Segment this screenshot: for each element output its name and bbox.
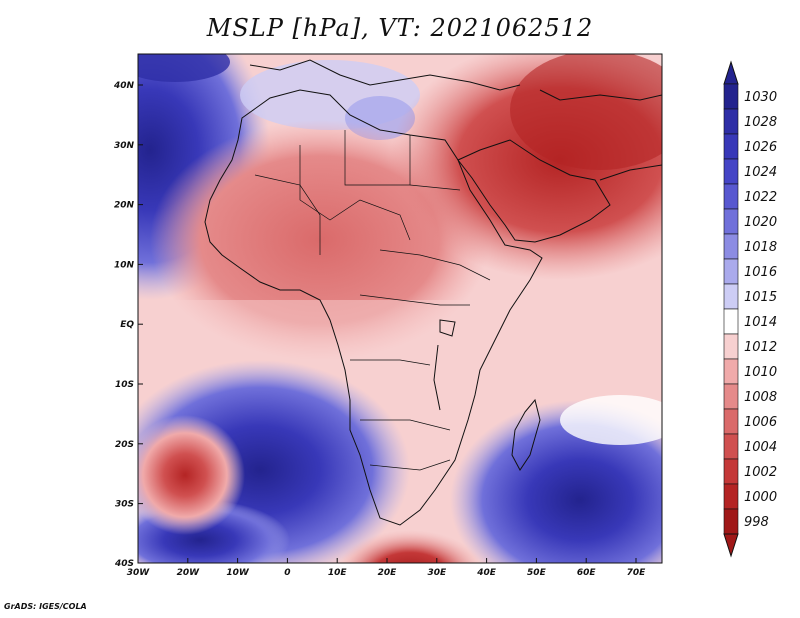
colorbar-label: 1012 xyxy=(744,340,777,355)
colorbar-label: 1010 xyxy=(744,365,777,380)
colorbar-swatch xyxy=(723,458,739,485)
lat-tick-label: EQ xyxy=(120,320,134,330)
lat-tick-label: 30S xyxy=(115,500,134,510)
lon-tick-label: 0 xyxy=(284,568,290,578)
lon-tick-label: 20E xyxy=(378,568,398,578)
colorbar-swatch xyxy=(723,133,739,160)
colorbar-swatch xyxy=(723,333,739,360)
map-axes: 30W 20W 10W 0 10E 20E 30E 40E 50E 60E 70E 40N 30N 20N… xyxy=(113,81,646,578)
colorbar-label: 1030 xyxy=(744,90,777,105)
cutoff-low xyxy=(138,415,245,535)
colorbar: 1030 1028 1026 1024 1022 1020 1018 1016 1015 1014… xyxy=(723,60,777,558)
lon-tick-label: 10W xyxy=(226,568,250,578)
lon-tick-label: 70E xyxy=(627,568,647,578)
colorbar-label: 1006 xyxy=(744,415,777,430)
colorbar-label: 1014 xyxy=(744,315,777,330)
colorbar-label: 1002 xyxy=(744,465,777,480)
lat-tick-label: 40N xyxy=(113,81,135,91)
lon-tick-label: 30W xyxy=(127,568,151,578)
grads-credit: GrADS: IGES/COLA xyxy=(4,602,87,611)
colorbar-label: 1028 xyxy=(744,115,777,130)
lat-tick-label: 40S xyxy=(114,559,134,569)
lat-tick-label: 10S xyxy=(115,380,134,390)
colorbar-swatch xyxy=(723,383,739,410)
colorbar-label: 1022 xyxy=(744,190,777,205)
lon-tick-label: 10E xyxy=(328,568,348,578)
colorbar-top-arrow xyxy=(723,60,739,85)
colorbar-swatch xyxy=(723,233,739,260)
colorbar-label: 998 xyxy=(744,515,769,530)
colorbar-label: 1024 xyxy=(744,165,777,180)
colorbar-swatch xyxy=(723,358,739,385)
colorbar-swatch xyxy=(723,208,739,235)
colorbar-label: 1018 xyxy=(744,240,777,255)
colorbar-swatch xyxy=(723,158,739,185)
colorbar-swatch xyxy=(723,183,739,210)
lat-tick-label: 20S xyxy=(115,440,134,450)
colorbar-label: 1008 xyxy=(744,390,777,405)
colorbar-swatch xyxy=(723,258,739,285)
colorbar-swatch xyxy=(723,408,739,435)
colorbar-swatch xyxy=(723,108,739,135)
map-title: MSLP [hPa], VT: 2021062512 xyxy=(206,14,594,42)
lon-tick-label: 60E xyxy=(577,568,597,578)
colorbar-label: 1026 xyxy=(744,140,777,155)
colorbar-bottom-arrow xyxy=(723,533,739,558)
colorbar-swatch xyxy=(723,508,739,535)
colorbar-swatch xyxy=(723,308,739,335)
lat-tick-label: 20N xyxy=(114,201,135,211)
lat-tick-label: 10N xyxy=(114,260,135,270)
pressure-field xyxy=(138,54,662,563)
colorbar-swatch xyxy=(723,83,739,110)
colorbar-label: 1020 xyxy=(744,215,777,230)
colorbar-label: 1004 xyxy=(744,440,777,455)
colorbar-swatch xyxy=(723,283,739,310)
lon-tick-label: 30E xyxy=(427,568,447,578)
colorbar-swatch xyxy=(723,483,739,510)
southern-low xyxy=(337,530,483,563)
colorbar-label: 1000 xyxy=(744,490,777,505)
lon-tick-label: 40E xyxy=(476,568,497,578)
lon-tick-label: 20W xyxy=(177,568,201,578)
lat-tick-label: 30N xyxy=(114,141,135,151)
colorbar-label: 1015 xyxy=(744,290,777,305)
coastlines xyxy=(204,59,662,526)
lon-tick-label: 50E xyxy=(527,568,547,578)
colorbar-swatch xyxy=(723,433,739,460)
plot-frame xyxy=(137,53,663,564)
colorbar-label: 1016 xyxy=(744,265,777,280)
